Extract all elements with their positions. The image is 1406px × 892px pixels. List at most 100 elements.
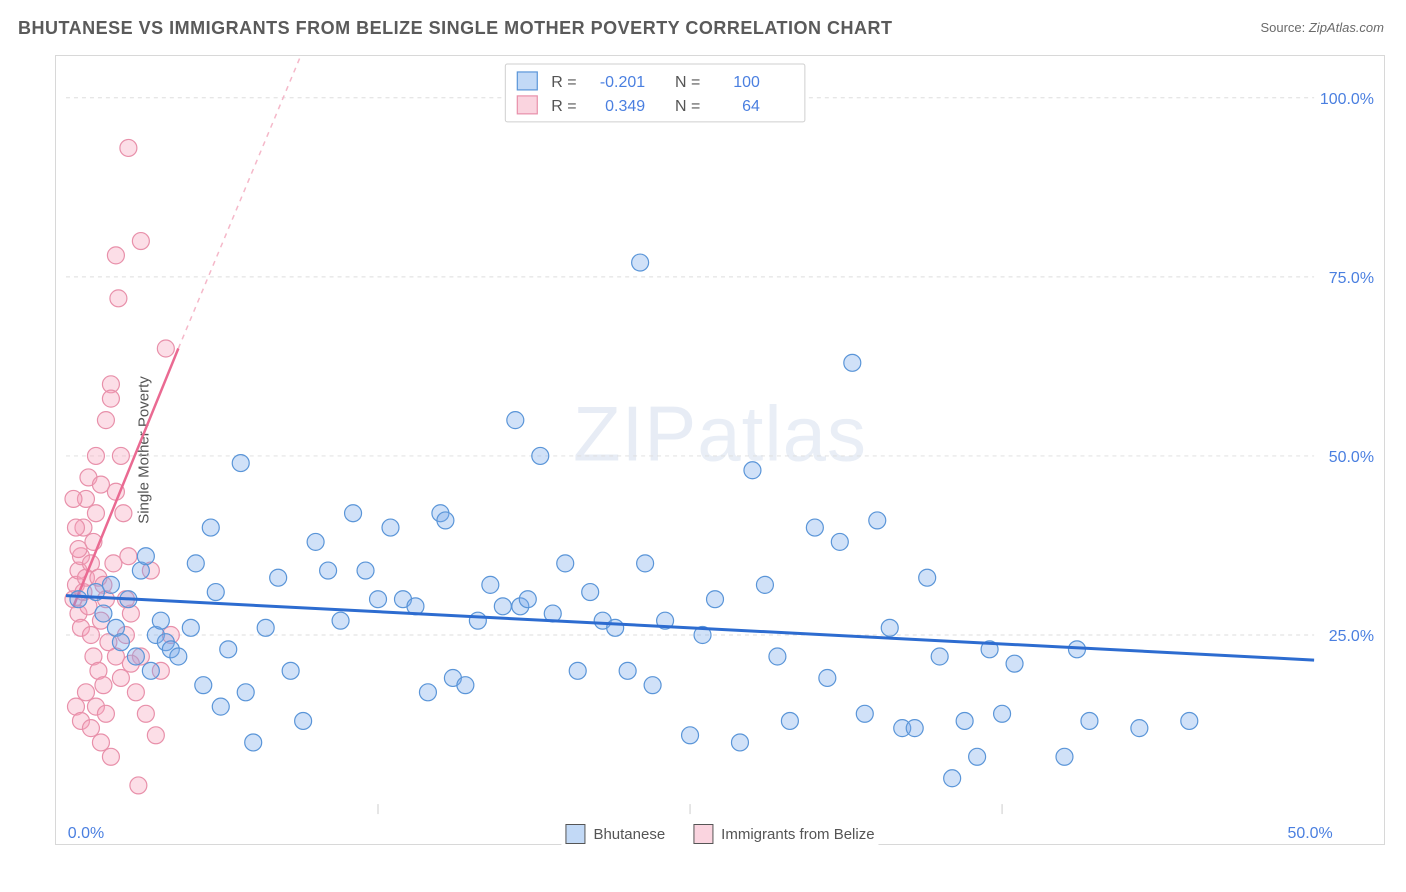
scatter-point-blue [881,619,898,636]
scatter-point-blue [195,677,212,694]
scatter-point-pink [92,476,109,493]
chart-title: BHUTANESE VS IMMIGRANTS FROM BELIZE SING… [18,18,893,39]
scatter-point-pink [132,233,149,250]
source-label: Source: [1260,20,1308,35]
legend-top-swatch [517,72,537,90]
scatter-point-blue [731,734,748,751]
scatter-point-blue [707,591,724,608]
scatter-point-blue [182,619,199,636]
scatter-point-blue [582,584,599,601]
scatter-point-blue [307,533,324,550]
scatter-point-blue [756,576,773,593]
scatter-point-blue [919,569,936,586]
trendline-blue [66,596,1314,660]
scatter-point-pink [110,290,127,307]
scatter-point-pink [157,340,174,357]
scatter-point-blue [127,648,144,665]
legend-top-swatch [517,96,537,114]
y-tick-label: 75.0% [1329,270,1374,287]
scatter-point-pink [77,684,94,701]
scatter-point-blue [906,720,923,737]
scatter-point-pink [105,555,122,572]
scatter-point-blue [856,705,873,722]
scatter-point-blue [619,662,636,679]
scatter-point-pink [112,447,129,464]
x-tick-label-left: 0.0% [68,825,104,842]
scatter-point-blue [931,648,948,665]
scatter-point-pink [87,505,104,522]
legend-swatch-pink [693,824,713,844]
scatter-point-blue [202,519,219,536]
scatter-point-blue [632,254,649,271]
scatter-point-blue [437,512,454,529]
scatter-point-blue [332,612,349,629]
scatter-point-blue [220,641,237,658]
scatter-point-blue [956,712,973,729]
scatter-point-pink [102,748,119,765]
scatter-point-blue [457,677,474,694]
scatter-point-blue [507,412,524,429]
scatter-point-blue [994,705,1011,722]
scatter-point-blue [419,684,436,701]
scatter-point-blue [295,712,312,729]
scatter-point-blue [370,591,387,608]
scatter-point-blue [969,748,986,765]
legend-n-label: N = [675,98,700,115]
legend-r-value: 0.349 [605,98,645,115]
legend-n-value: 100 [733,74,760,91]
scatter-point-blue [944,770,961,787]
scatter-point-blue [345,505,362,522]
scatter-point-blue [270,569,287,586]
scatter-point-pink [130,777,147,794]
scatter-point-blue [70,591,87,608]
scatter-point-blue [212,698,229,715]
scatter-point-pink [127,684,144,701]
scatter-point-blue [1131,720,1148,737]
scatter-point-blue [844,354,861,371]
scatter-point-blue [831,533,848,550]
legend-swatch-blue [565,824,585,844]
scatter-point-pink [102,390,119,407]
legend-n-value: 64 [742,98,760,115]
scatter-point-pink [82,720,99,737]
scatter-point-pink [97,705,114,722]
scatter-point-blue [682,727,699,744]
x-tick-label-right: 50.0% [1287,825,1332,842]
chart-svg: 25.0%50.0%75.0%100.0%0.0%50.0%R =-0.201N… [56,56,1384,844]
scatter-point-pink [87,447,104,464]
scatter-point-pink [92,734,109,751]
scatter-point-blue [237,684,254,701]
scatter-point-pink [97,412,114,429]
scatter-point-pink [137,705,154,722]
scatter-point-blue [1181,712,1198,729]
legend-r-label: R = [551,74,576,91]
scatter-point-blue [102,576,119,593]
scatter-point-pink [95,677,112,694]
scatter-point-pink [112,670,129,687]
source-value: ZipAtlas.com [1309,20,1384,35]
scatter-point-pink [70,541,87,558]
scatter-point-blue [644,677,661,694]
chart-plot: Single Mother Poverty ZIPatlas 25.0%50.0… [55,55,1385,845]
scatter-point-blue [769,648,786,665]
chart-source: Source: ZipAtlas.com [1260,20,1384,35]
scatter-point-blue [137,548,154,565]
scatter-point-blue [232,455,249,472]
scatter-point-pink [107,247,124,264]
scatter-point-blue [142,662,159,679]
scatter-point-blue [187,555,204,572]
legend-label-belize: Immigrants from Belize [721,826,874,843]
scatter-point-blue [207,584,224,601]
scatter-point-blue [1056,748,1073,765]
y-tick-label: 100.0% [1320,91,1374,108]
scatter-point-blue [569,662,586,679]
scatter-point-blue [357,562,374,579]
scatter-point-blue [607,619,624,636]
scatter-point-pink [147,727,164,744]
scatter-point-blue [282,662,299,679]
scatter-point-blue [869,512,886,529]
scatter-point-blue [170,648,187,665]
legend-r-value: -0.201 [600,74,645,91]
scatter-point-blue [744,462,761,479]
scatter-point-blue [519,591,536,608]
